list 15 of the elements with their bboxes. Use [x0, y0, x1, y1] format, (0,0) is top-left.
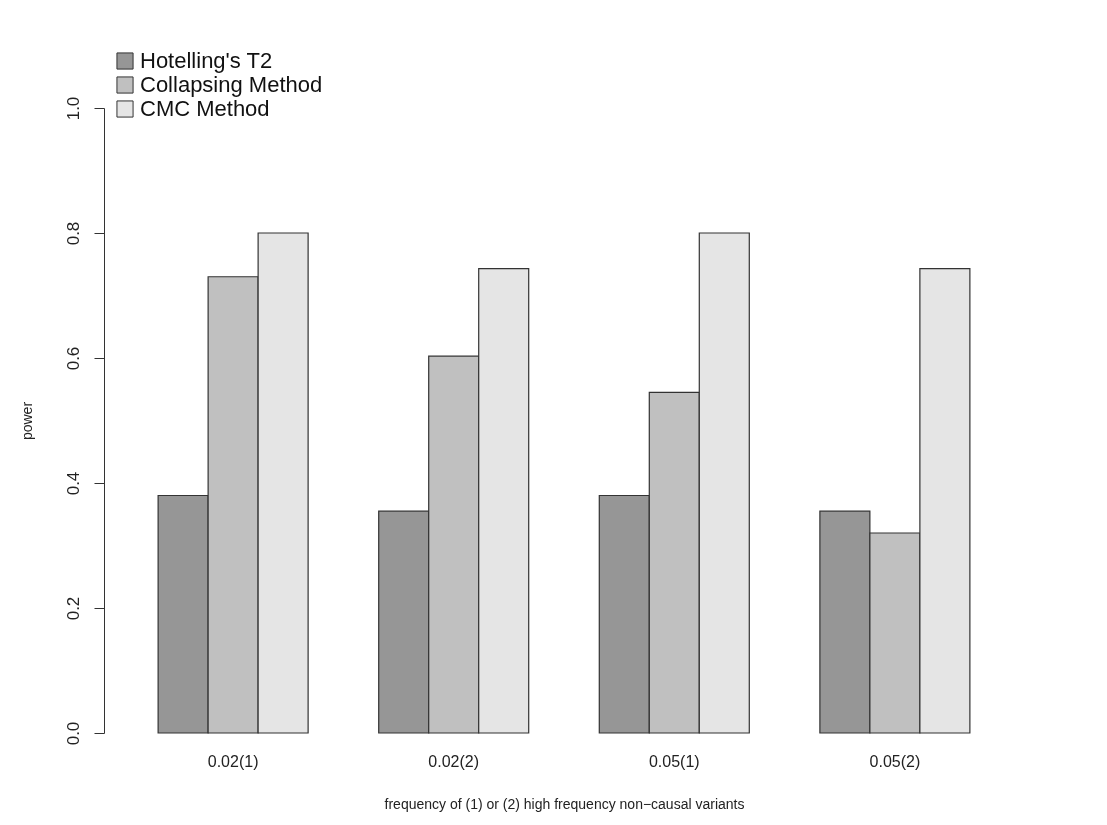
legend-label: CMC Method	[140, 96, 270, 121]
x-tick-label: 0.02(2)	[428, 752, 480, 770]
x-axis-title: frequency of (1) or (2) high frequency non−causal variants	[384, 795, 745, 812]
x-tick-label: 0.02(1)	[207, 752, 259, 770]
x-tick-label: 0.05(2)	[869, 752, 921, 770]
legend-label: Hotelling's T2	[140, 48, 273, 73]
y-tick-label: 0.0	[63, 721, 83, 746]
y-tick-label: 0.4	[63, 471, 83, 496]
y-tick-label: 0.2	[63, 596, 83, 621]
x-tick-label: 0.05(1)	[648, 752, 700, 770]
y-tick-label: 0.6	[63, 346, 83, 371]
y-tick-label: 0.8	[63, 221, 83, 246]
legend-label: Collapsing Method	[140, 72, 323, 97]
y-tick-label: 1.0	[63, 96, 83, 121]
y-axis-title: power	[18, 401, 35, 441]
